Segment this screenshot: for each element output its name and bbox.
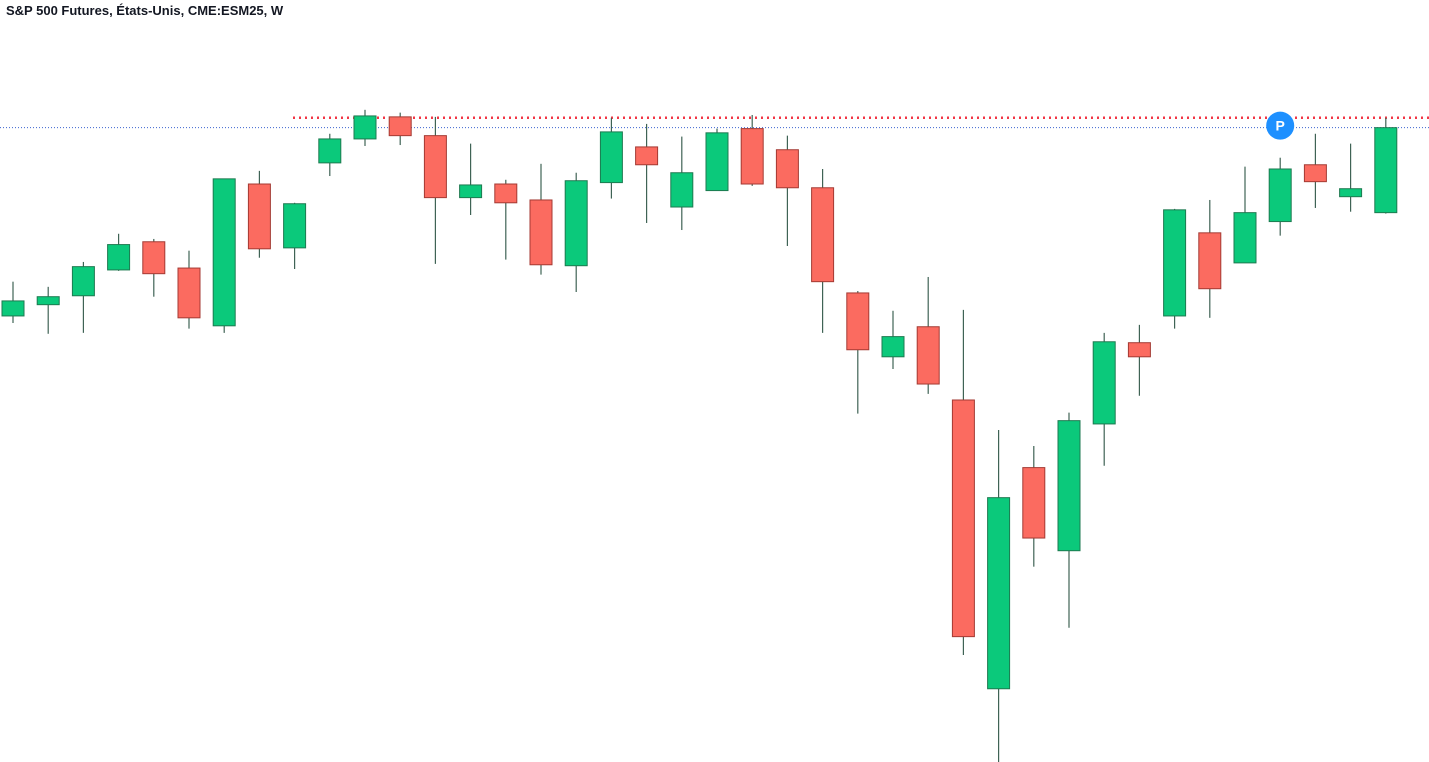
candle-body xyxy=(705,132,729,192)
candle-body xyxy=(1022,467,1046,539)
candle-body xyxy=(1198,232,1222,290)
candle-body xyxy=(1163,209,1187,317)
candle-body xyxy=(987,497,1011,690)
candle-body xyxy=(1057,420,1081,552)
candle-body xyxy=(1268,168,1292,223)
candle-body xyxy=(740,128,764,185)
candle-body xyxy=(564,180,588,267)
candle-body xyxy=(71,266,95,297)
candle-body xyxy=(107,244,131,271)
candle-body xyxy=(916,326,940,385)
candle-body xyxy=(951,399,975,638)
candle-body xyxy=(353,115,377,140)
candle-body xyxy=(529,199,553,266)
candle-body xyxy=(599,131,623,184)
candle-body xyxy=(459,184,483,199)
candle-body xyxy=(1233,212,1257,264)
candle-body xyxy=(388,116,412,137)
candle-body xyxy=(423,135,447,199)
candle-body xyxy=(1303,164,1327,183)
candle-body xyxy=(635,146,659,166)
candle-body xyxy=(283,203,307,249)
annotation-badge xyxy=(1266,111,1295,140)
candle-body xyxy=(775,149,799,189)
candle-body xyxy=(670,172,694,208)
candle-body xyxy=(1339,188,1363,198)
candle-body xyxy=(212,178,236,327)
candle-body xyxy=(36,296,60,306)
candle-body xyxy=(1092,341,1116,425)
candle-body xyxy=(142,241,166,275)
candle-body xyxy=(247,183,271,250)
candle-body xyxy=(881,336,905,358)
candle-body xyxy=(811,187,835,283)
candle-body xyxy=(177,267,201,319)
annotation-text: P xyxy=(1276,118,1285,134)
candle-body xyxy=(318,138,342,164)
chart-title: S&P 500 Futures, États-Unis, CME:ESM25, … xyxy=(6,3,284,18)
candle-body xyxy=(846,292,870,351)
candle-body xyxy=(1127,342,1151,358)
candle-body xyxy=(1374,127,1398,214)
candle-body xyxy=(1,300,25,317)
candle-body xyxy=(494,183,518,204)
